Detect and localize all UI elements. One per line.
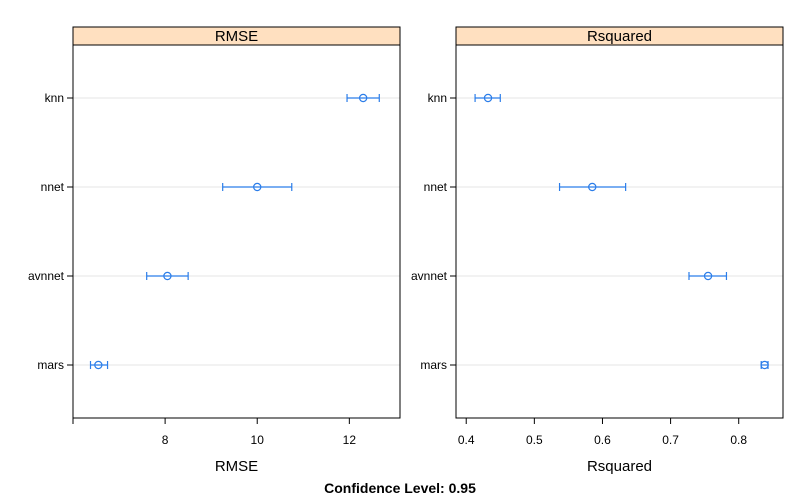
point-avnnet bbox=[703, 271, 713, 281]
point-mars bbox=[94, 360, 103, 370]
x-tick-label: 0.7 bbox=[662, 433, 679, 447]
error-bar-avnnet bbox=[688, 272, 728, 280]
category-label-knn: knn bbox=[45, 91, 64, 105]
point-avnnet bbox=[163, 271, 172, 281]
x-tick-label: 10 bbox=[251, 433, 265, 447]
x-tick-label: 0.5 bbox=[526, 433, 543, 447]
x-tick-label: 8 bbox=[162, 433, 169, 447]
panels-layer: RMSE knn nnet avnnet mars 8 10 12 RMSE Rsquared kn… bbox=[28, 26, 784, 475]
error-bar-avnnet bbox=[146, 272, 189, 280]
x-tick-label: 0.6 bbox=[594, 433, 611, 447]
panel-frame bbox=[455, 44, 784, 419]
category-label-avnnet: avnnet bbox=[411, 269, 448, 283]
point-knn bbox=[483, 93, 493, 103]
panel-strip-title: RMSE bbox=[215, 28, 258, 45]
x-tick-label: 12 bbox=[343, 433, 357, 447]
category-label-nnet: nnet bbox=[424, 180, 448, 194]
x-axis-title: RMSE bbox=[215, 458, 258, 475]
confidence-level-footer: Confidence Level: 0.95 bbox=[324, 480, 476, 496]
category-label-mars: mars bbox=[420, 358, 447, 372]
panel-frame bbox=[72, 44, 401, 419]
point-mars bbox=[760, 360, 769, 370]
error-bar-nnet bbox=[558, 183, 627, 191]
category-label-knn: knn bbox=[428, 91, 447, 105]
point-nnet bbox=[588, 182, 597, 192]
category-label-avnnet: avnnet bbox=[28, 269, 65, 283]
x-tick-label: 0.4 bbox=[458, 433, 475, 447]
error-bar-knn bbox=[474, 94, 501, 102]
category-label-nnet: nnet bbox=[41, 180, 65, 194]
point-nnet bbox=[253, 182, 262, 192]
panel-rsquared: Rsquared knn nnet avnnet mars 0.4 0.5 0.6 0.7 0.8… bbox=[411, 26, 784, 475]
point-knn bbox=[358, 93, 368, 103]
error-bar-nnet bbox=[222, 183, 293, 191]
error-bar-knn bbox=[346, 94, 380, 102]
error-bar-mars bbox=[89, 361, 109, 369]
x-tick-label: 0.8 bbox=[730, 433, 747, 447]
panel-strip-title: Rsquared bbox=[587, 28, 652, 45]
panel-rmse: RMSE knn nnet avnnet mars 8 10 12 RMSE bbox=[28, 26, 401, 475]
x-axis-title: Rsquared bbox=[587, 458, 652, 475]
category-label-mars: mars bbox=[37, 358, 64, 372]
